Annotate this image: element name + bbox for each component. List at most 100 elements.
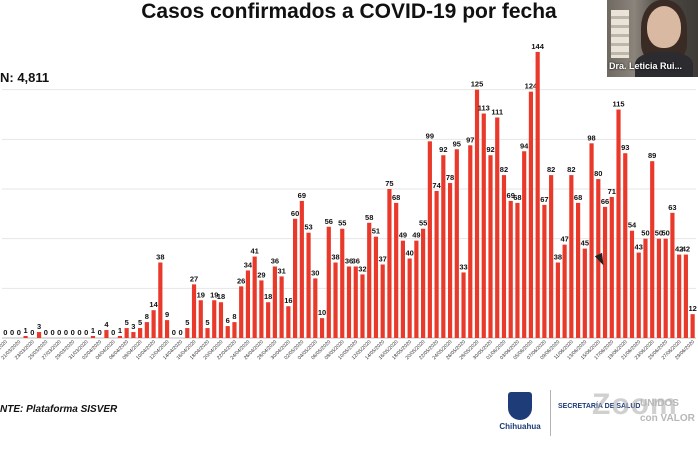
- data-label: 38: [156, 253, 164, 262]
- participant-face: [647, 6, 681, 48]
- data-label: 82: [547, 165, 555, 174]
- bar: [535, 51, 540, 339]
- con-valor-text: con VALOR: [640, 413, 695, 424]
- data-label: 43: [635, 243, 643, 252]
- bar: [501, 175, 507, 338]
- data-label: 97: [466, 135, 474, 144]
- data-label: 125: [471, 80, 484, 89]
- data-label: 78: [446, 173, 454, 182]
- bar: [158, 262, 163, 338]
- data-label: 42: [682, 245, 690, 254]
- bar: [117, 336, 122, 338]
- data-label: 0: [98, 328, 102, 337]
- bar: [239, 286, 244, 338]
- bar: [629, 230, 635, 338]
- data-label: 37: [379, 254, 387, 263]
- bar: [272, 266, 277, 338]
- data-label: 18: [217, 292, 225, 301]
- data-label: 29: [257, 270, 265, 279]
- bar: [474, 89, 480, 338]
- data-label: 53: [304, 223, 312, 232]
- unidos-con-valor-logo: UNIDOS con VALOR: [640, 396, 695, 426]
- bar: [164, 320, 170, 338]
- data-label: 124: [525, 82, 538, 91]
- data-label: 36: [271, 256, 279, 265]
- data-label: 82: [500, 165, 508, 174]
- data-label: 69: [507, 191, 515, 200]
- bar: [515, 202, 520, 338]
- data-label: 0: [3, 328, 7, 337]
- bar: [421, 228, 426, 338]
- bar: [131, 332, 136, 338]
- bar: [151, 310, 156, 338]
- data-label: 0: [77, 328, 81, 337]
- data-label: 3: [131, 322, 135, 331]
- data-label: 0: [17, 328, 21, 337]
- bar: [454, 149, 459, 338]
- data-label: 30: [311, 268, 319, 277]
- data-label: 55: [338, 219, 346, 228]
- bar: [481, 113, 486, 338]
- bar: [279, 276, 284, 338]
- bar: [313, 278, 318, 338]
- bar: [650, 161, 655, 338]
- data-label: 38: [331, 253, 339, 262]
- data-label: 98: [587, 133, 595, 142]
- data-label: 10: [318, 308, 326, 317]
- data-label: 75: [385, 179, 393, 188]
- data-label: 92: [486, 145, 494, 154]
- data-label: 54: [628, 221, 637, 230]
- bar: [266, 302, 271, 338]
- data-label: 8: [232, 312, 236, 321]
- data-label: 111: [491, 107, 503, 116]
- bar: [259, 280, 264, 338]
- data-label: 3: [37, 322, 41, 331]
- video-participant-tile[interactable]: [607, 0, 698, 77]
- data-label: 42: [675, 245, 683, 254]
- data-label: 74: [432, 181, 441, 190]
- bar: [333, 262, 338, 338]
- data-label: 89: [648, 151, 656, 160]
- bar: [542, 204, 547, 338]
- bar: [205, 328, 210, 338]
- bar: [232, 322, 237, 338]
- bar: [663, 238, 668, 338]
- data-label: 0: [44, 328, 48, 337]
- data-label: 80: [594, 169, 602, 178]
- data-label: 0: [50, 328, 54, 337]
- bar: [400, 240, 405, 338]
- bar: [144, 322, 149, 338]
- data-label: 50: [662, 229, 670, 238]
- data-label: 67: [540, 195, 548, 204]
- data-label: 113: [478, 104, 490, 113]
- bar: [636, 252, 641, 338]
- bar: [549, 175, 554, 338]
- data-label: 8: [145, 312, 149, 321]
- data-label: 5: [125, 318, 129, 327]
- data-label: 63: [668, 203, 676, 212]
- data-label: 60: [291, 209, 299, 218]
- bar: [380, 264, 385, 338]
- bar: [36, 332, 42, 338]
- unidos-text: UNIDOS: [640, 398, 679, 409]
- footer-divider: [550, 390, 551, 436]
- bookshelf-image: [611, 10, 629, 58]
- zoom-watermark: Zoom: [592, 388, 678, 421]
- bar: [124, 328, 129, 338]
- bar: [387, 189, 392, 338]
- bar: [528, 91, 534, 339]
- bar: [293, 218, 298, 338]
- data-label: 0: [57, 328, 61, 337]
- data-label: 19: [210, 290, 218, 299]
- data-label: 5: [138, 318, 142, 327]
- data-label: 0: [178, 328, 182, 337]
- bar: [609, 196, 614, 338]
- bar: [191, 284, 197, 338]
- data-label: 93: [621, 143, 629, 152]
- bar: [286, 306, 291, 338]
- bar: [360, 274, 365, 338]
- bar: [623, 153, 628, 338]
- bar: [326, 226, 331, 338]
- bar: [353, 266, 358, 338]
